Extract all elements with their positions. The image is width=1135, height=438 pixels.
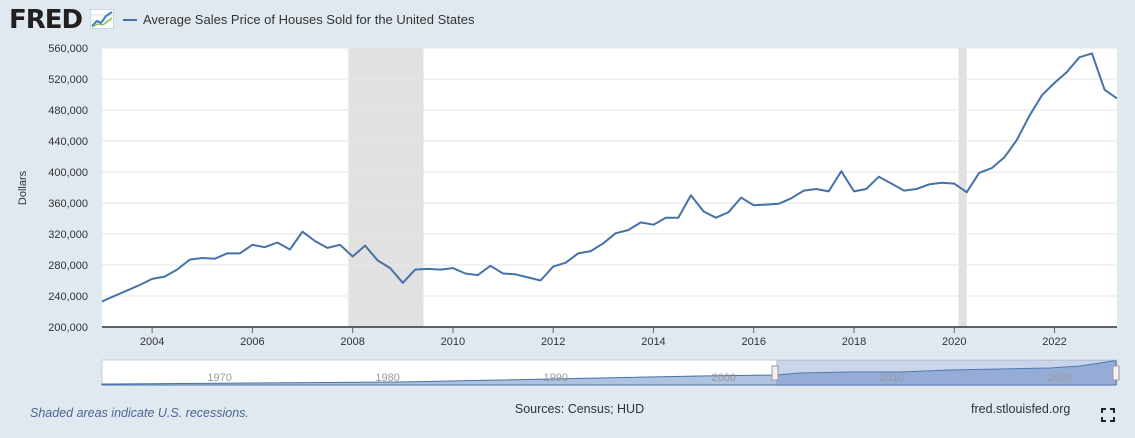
navigator-right-handle[interactable]: [1112, 365, 1120, 381]
y-tick-label: 560,000: [48, 43, 88, 55]
navigator-year-label: 2010: [880, 372, 904, 384]
recession-band: [958, 48, 967, 327]
series-line[interactable]: [101, 52, 1118, 303]
legend-label[interactable]: Average Sales Price of Houses Sold for t…: [143, 12, 475, 27]
y-tick-label: 440,000: [48, 136, 88, 148]
y-tick-label: 360,000: [48, 198, 88, 210]
y-tick-label: 320,000: [48, 229, 88, 241]
navigator-year-labels: 1970 1980 1990 2000 2010 2020: [207, 372, 1072, 384]
fullscreen-icon[interactable]: [1101, 408, 1115, 422]
header: FRED Average Sales Price of Houses Sold …: [0, 0, 1135, 44]
y-tick-label: 280,000: [48, 260, 88, 272]
navigator-left-handle[interactable]: [771, 365, 779, 381]
y-axis-label: Dollars: [17, 170, 29, 205]
chart: 200,000 240,000 280,000 320,000 360,000 400,0…: [17, 43, 1120, 386]
x-tick-label: 2008: [340, 336, 364, 348]
y-tick-label: 240,000: [48, 291, 88, 303]
x-tick-label: 2018: [842, 336, 866, 348]
x-tick-label: 2014: [641, 336, 665, 348]
x-tick-label: 2020: [942, 336, 966, 348]
site-link[interactable]: fred.stlouisfed.org: [971, 402, 1071, 416]
x-tick-label: 2012: [541, 336, 565, 348]
navigator-year-label: 1990: [543, 372, 567, 384]
x-tick-label: 2022: [1042, 336, 1066, 348]
fred-logo[interactable]: FRED: [9, 5, 83, 35]
navigator-year-label: 1970: [207, 372, 231, 384]
x-tick-label: 2004: [140, 336, 164, 348]
y-axis-ticks: 200,000 240,000 280,000 320,000 360,000 400,0…: [48, 43, 88, 334]
sources-text: Sources: Census; HUD: [514, 402, 645, 416]
x-axis-ticks: 2004 2006 2008 2010 2012 2014 2016 2018 2020 2022: [140, 327, 1067, 348]
navigator-year-label: 2000: [712, 372, 736, 384]
navigator-year-label: 2020: [1048, 372, 1072, 384]
x-tick-label: 2006: [240, 336, 264, 348]
navigator[interactable]: 1970 1980 1990 2000 2010 2020: [101, 359, 1120, 386]
chart-trend-icon: [90, 9, 114, 29]
plot-background: [102, 48, 1117, 327]
gridlines: [102, 47, 1117, 328]
x-tick-label: 2016: [741, 336, 765, 348]
recession-note: Shaded areas indicate U.S. recessions.: [30, 406, 249, 420]
navigator-selected-range[interactable]: [776, 360, 1116, 385]
y-tick-label: 400,000: [48, 167, 88, 179]
navigator-series: [101, 360, 1117, 386]
recession-band: [348, 48, 424, 327]
legend-swatch: [123, 19, 137, 21]
navigator-year-label: 1980: [375, 372, 399, 384]
y-tick-label: 200,000: [48, 322, 88, 334]
y-tick-label: 520,000: [48, 74, 88, 86]
y-tick-label: 480,000: [48, 105, 88, 117]
recession-bands: [348, 48, 967, 327]
x-tick-label: 2010: [441, 336, 465, 348]
